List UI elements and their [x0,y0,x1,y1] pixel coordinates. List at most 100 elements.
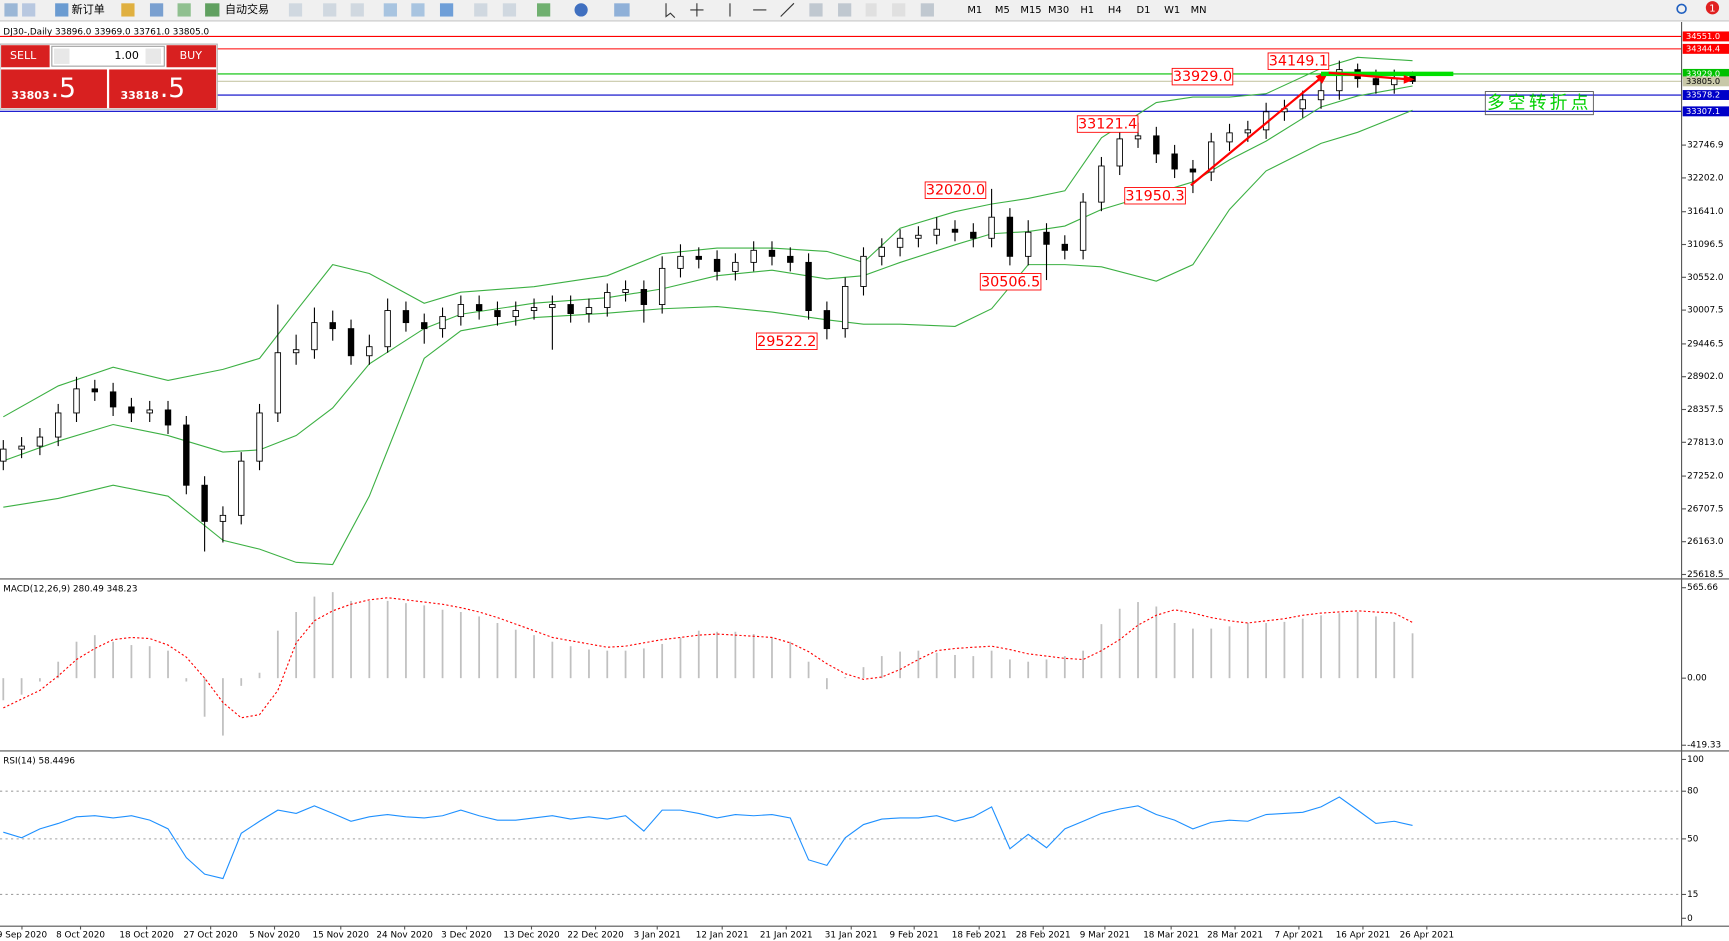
timeframe-button[interactable]: M30 [1048,5,1069,16]
candle-body [475,304,483,312]
trend-arrow [1190,74,1326,187]
pane-title: MACD(12,26,9) 280.49 348.23 [3,584,137,594]
notification-badge[interactable] [1705,1,1720,15]
candle-body [128,406,135,414]
icon[interactable] [502,3,517,17]
candle-body [512,310,519,318]
candle-body [109,391,117,408]
candle-body [201,484,208,522]
icon[interactable] [838,3,852,17]
price-level-tag [1682,31,1729,42]
icon[interactable] [474,3,488,17]
zoom-out[interactable] [411,3,425,17]
icon[interactable] [439,3,454,17]
timeframe-button[interactable]: MN [1191,5,1207,16]
icon[interactable] [537,3,551,17]
x-tick-label: 5 Nov 2020 [249,931,300,941]
timeframe-button[interactable]: D1 [1137,5,1151,16]
annotation-box [1267,52,1330,70]
x-tick-label: 28 Feb 2021 [1016,931,1071,941]
zoom-in[interactable] [383,3,397,17]
icon[interactable] [323,3,337,17]
candle-body [658,267,666,305]
icon[interactable] [350,3,364,17]
new-order-button[interactable]: 新订单 [72,2,105,16]
timeframe-button[interactable]: W1 [1164,5,1180,16]
price-level-tag [1682,43,1729,54]
volume-input[interactable] [51,45,165,67]
cursor-tool[interactable] [665,3,676,19]
candle-body [1226,132,1233,143]
candle-body [1043,231,1050,245]
volume-value: 1.00 [114,49,139,62]
candle-body [421,322,428,330]
y-tick-label: 565.66 [1687,583,1718,593]
pane: DJ30-,Daily 33896.0 33969.0 33761.0 3380… [0,27,1729,580]
icon[interactable] [920,3,934,17]
autotrade-button[interactable]: 自动交易 [225,2,269,16]
candle-body [585,307,593,315]
spin-up[interactable] [145,48,161,64]
icon[interactable] [809,3,823,17]
pivot-bar [1321,71,1454,77]
new-order-icon[interactable] [55,3,69,17]
candle-body [274,352,282,414]
candle-body [549,304,556,308]
buy-price-box[interactable] [109,69,217,109]
timeframe-button[interactable]: M1 [967,5,982,16]
candle-body [915,234,922,239]
timeframe-button[interactable]: H4 [1108,5,1122,16]
buy-button[interactable] [166,45,217,68]
candle-body [36,436,44,447]
y-tick-label: -419.33 [1687,741,1721,751]
candle-body [988,216,995,239]
candle-body [841,286,849,330]
candle-body [164,409,172,426]
icon[interactable] [177,3,191,17]
candle-body [1079,201,1087,251]
search-icon[interactable] [1676,3,1687,15]
candle-body [896,237,904,248]
y-tick-label: 0.00 [1687,674,1707,684]
crosshair-tool[interactable] [690,3,704,17]
candle-body [1025,231,1032,257]
y-tick-label: 80 [1687,787,1699,797]
icon[interactable] [121,3,135,17]
candle-body [933,228,940,236]
candle-body [768,249,776,257]
candle-body [238,460,245,516]
timeframe-button[interactable]: H1 [1080,5,1094,16]
candle-body [494,310,501,318]
text-tool[interactable] [865,3,877,17]
sell-button[interactable] [1,45,50,68]
annotation-label: 31950.3 [1125,188,1184,204]
candle-body [787,255,794,263]
label-tool[interactable] [892,3,906,17]
icon[interactable] [22,3,36,17]
y-tick-label: 100 [1687,755,1704,765]
spin-down[interactable] [54,48,70,64]
buy-label: BUY [180,49,203,62]
icon[interactable] [4,3,18,17]
x-tick-label: 28 Mar 2021 [1207,931,1263,941]
x-tick-label: 13 Dec 2020 [503,931,560,941]
one-click-trading-panel: SELL 1.00 BUY 33803 .5 33818 .5 [0,43,218,110]
icon[interactable] [149,3,164,17]
sell-price-box[interactable] [1,69,107,109]
timeframe-button[interactable]: M15 [1020,5,1041,16]
icon[interactable] [288,3,303,17]
candle-body [860,255,867,287]
autotrade-icon[interactable] [205,3,220,17]
candle-body [1116,138,1123,167]
trendline-tool[interactable] [780,2,795,17]
macd-signal [3,597,1413,719]
timeframe-button[interactable]: M5 [995,5,1010,16]
x-tick-label: 26 Apr 2021 [1400,931,1455,941]
icon[interactable] [574,3,588,17]
price-level-label: 34551.0 [1686,31,1720,41]
candle-body [640,289,648,305]
icon[interactable] [614,3,630,17]
candle-body [823,310,831,330]
x-tick-label: 7 Apr 2021 [1274,931,1323,941]
